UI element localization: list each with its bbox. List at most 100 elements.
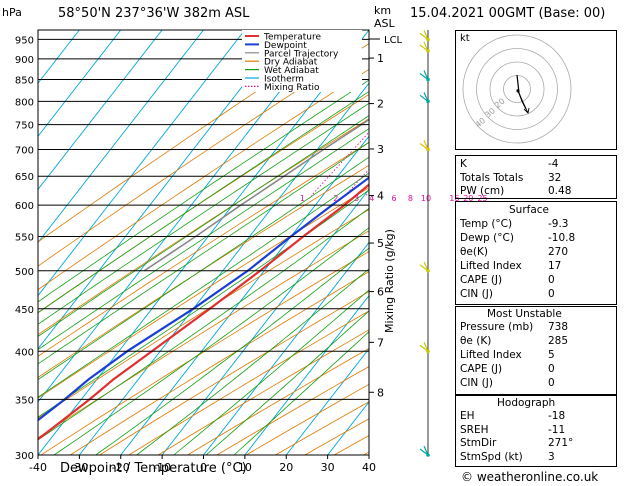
legend-entry: Wet Adiabat [264,66,319,76]
dry-adiabat-line [128,310,369,455]
indices-label: K [460,158,467,170]
surface-value: 270 [548,246,569,258]
pressure-tick-label: 600 [15,201,34,212]
wet-adiabat-line [136,268,369,455]
mixing-ratio-label: 8 [408,194,413,203]
indices-label: Totals Totals [460,171,524,184]
wet-adiabat-line [38,90,369,314]
mixing-ratio-label: 16 [449,194,459,203]
legend-entry: Parcel Trajectory [264,49,339,59]
isotherm-line [38,30,246,297]
wind-barb [419,342,429,352]
isotherm-line [38,30,80,84]
pressure-tick-label: 400 [15,347,34,358]
wet-adiabat-line [38,79,369,303]
pressure-tick-label: 450 [15,305,34,316]
km-tick-label: 1 [377,52,384,65]
legend-bg [242,30,362,92]
wet-adiabat-line [38,189,369,418]
hodograph-value: 3 [548,450,555,463]
pressure-tick-label: 900 [15,55,34,66]
pressure-tick-label: 300 [15,451,34,462]
most_unstable-label: θe (K) [460,335,492,347]
dry-adiabat-line [38,68,369,291]
dry-adiabat-line [38,164,369,378]
hodograph-ring [476,48,558,130]
wet-adiabat-line [38,156,369,381]
km-tick-label: 8 [377,386,384,399]
hodograph-value: -18 [548,410,566,422]
mixing-ratio-axis-label: Mixing Ratio (g/kg) [383,229,396,333]
pressure-tick-label: 500 [15,267,34,278]
wet-adiabat-line [205,310,369,455]
isotherm-line [120,135,369,455]
km-tick-label: 2 [377,98,384,111]
legend-entry: Dewpoint [264,41,307,51]
hodograph-panel: 20 30 40 kt [455,30,617,150]
surface-label: Dewp (°C) [460,232,514,244]
surface-label: Lifted Index [460,260,522,272]
surface-value: 0 [548,274,555,286]
mixing-ratio-line [310,131,369,197]
wet-adiabat-line [233,331,369,455]
wind-barb [419,30,429,40]
x-tick-label: 10 [238,461,252,474]
hodograph-label: SREH [460,423,489,436]
x-tick-label: 20 [279,461,293,474]
hodograph-stats-panel [455,395,617,467]
wind-barb-dot [426,77,430,82]
location-label: 58°50'N 237°36'W 382m ASL [58,6,250,21]
x-tick-label: -40 [29,461,47,474]
hodograph-ring [489,61,545,117]
mixing-ratio-label: 4 [369,194,374,203]
dry-adiabat-line [40,251,369,455]
km-axis-label: km [374,4,392,17]
mixing-ratio-label: 1 [300,194,305,203]
hodograph-ring-label: 30 [483,106,497,119]
dry-adiabat-line [158,329,369,455]
mixing-ratio-label: 10 [421,194,431,203]
wet-adiabat-line [38,115,369,337]
hodograph-title: Hodograph [497,397,556,409]
isotherm-line [38,30,369,455]
km-tick-label: 3 [377,143,384,156]
pressure-tick-label: 550 [15,232,34,243]
series-temperature [38,183,369,441]
km-tick-label: 5 [377,237,384,250]
surface-value: 0 [548,288,555,300]
most_unstable-label: Pressure (mb) [460,321,534,333]
wind-barb [419,261,429,272]
surface-value: 17 [548,260,562,272]
wet-adiabat-line [38,207,369,441]
x-tick-label: 30 [321,461,335,474]
y-unit-label: hPa [2,6,22,19]
wind-barb-dot [426,147,430,152]
wind-barb [419,140,429,150]
most_unstable-label: Lifted Index [460,349,522,361]
indices-label: PW (cm) [460,185,505,197]
wind-barb-dot [426,269,430,273]
dry-adiabat-line [38,187,369,399]
wet-adiabat-line [173,289,369,455]
legend-entry: Mixing Ratio [264,83,320,93]
asl-axis-label: ASL [374,17,395,30]
legend-entry: Dry Adiabat [264,58,318,68]
most-unstable-title: Most Unstable [487,308,562,320]
x-tick-label: 40 [362,461,376,474]
lcl-label: LCL [384,35,403,46]
mixing-ratio-label: 3 [354,194,359,203]
indices-value: -4 [548,158,559,170]
wind-barb-dot [426,453,430,457]
wind-barb-dot [426,349,430,354]
most_unstable-value: 738 [548,321,569,333]
dry-adiabat-line [38,209,369,419]
mixing-ratio-label: 6 [392,194,397,203]
km-tick-label: 7 [377,336,384,349]
most_unstable-value: 5 [548,349,555,361]
indices-value: 0.48 [548,185,572,197]
x-tick-label: -20 [112,461,130,474]
surface-title: Surface [509,204,550,216]
hodograph-value: 271° [548,437,574,449]
most_unstable-value: 285 [548,335,569,347]
